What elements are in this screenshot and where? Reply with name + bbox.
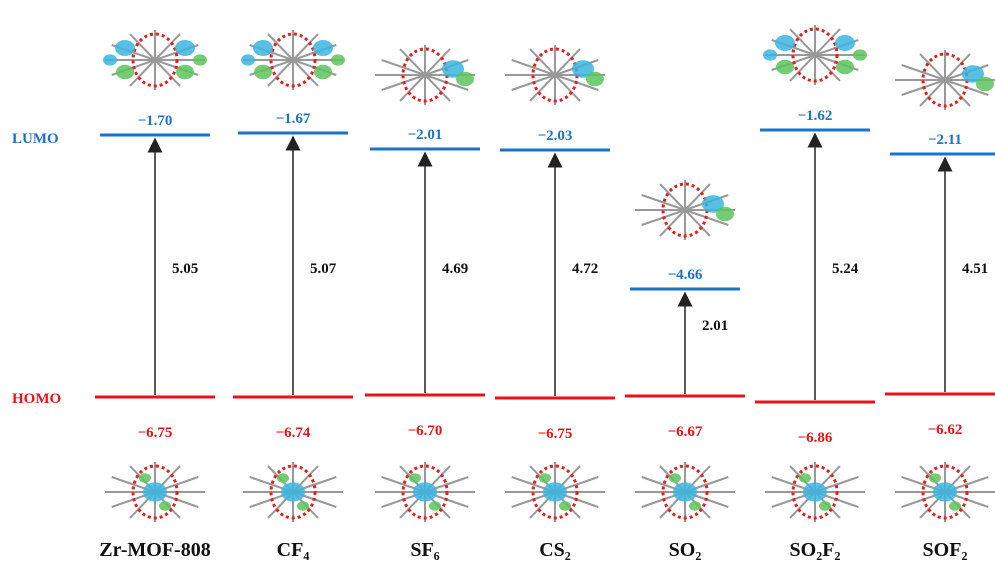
orbital (159, 501, 171, 511)
lumo-orbital (505, 45, 605, 105)
homo-orbital (243, 462, 343, 522)
orbital (116, 65, 134, 79)
orbital (429, 501, 441, 511)
orbital (253, 40, 273, 56)
orbital (776, 60, 794, 74)
orbital (689, 501, 701, 511)
orbital (277, 473, 289, 483)
orbital (835, 35, 855, 51)
lumo-value: −1.70 (138, 113, 173, 129)
system-name: SO₂F₂ (790, 539, 841, 561)
orbital (716, 207, 734, 221)
orbital (949, 501, 961, 511)
orbital (456, 72, 474, 86)
orbital (673, 482, 697, 501)
system-name: CF₄ (277, 539, 310, 561)
homo-value: −6.62 (928, 422, 963, 438)
lumo-orbital (635, 180, 735, 240)
orbital (413, 482, 437, 501)
lumo-orbital (895, 50, 995, 110)
lumo-value: −1.62 (798, 108, 833, 124)
orbital (139, 473, 151, 483)
orbital (176, 65, 194, 79)
homo-value: −6.74 (276, 425, 311, 441)
orbital (543, 482, 567, 501)
lumo-orbital (103, 30, 207, 90)
orbital (669, 473, 681, 483)
homo-orbital (105, 462, 205, 522)
orbital (331, 54, 345, 65)
orbital (175, 40, 195, 56)
diagram: LUMO HOMO −1.70 −6.75 5.05 Zr-MOF-808 −1.67 −… (0, 0, 995, 576)
gap-value: 4.72 (572, 261, 598, 277)
homo-value: −6.75 (138, 425, 173, 441)
homo-orbital (635, 462, 735, 522)
homo-value: −6.67 (668, 424, 703, 440)
lumo-orbital (763, 25, 867, 85)
gap-value: 5.05 (172, 261, 198, 277)
orbital (976, 77, 994, 91)
orbital (193, 54, 207, 65)
system-name: CS₂ (539, 539, 571, 561)
system-name: Zr-MOF-808 (99, 539, 210, 561)
orbital (297, 501, 309, 511)
homo-orbital (765, 462, 865, 522)
orbital (313, 40, 333, 56)
orbital (539, 473, 551, 483)
orbital (115, 40, 135, 56)
lumo-value: −2.03 (538, 128, 573, 144)
homo-label: HOMO (12, 391, 61, 407)
orbital (929, 473, 941, 483)
orbital (853, 49, 867, 60)
lumo-value: −4.66 (668, 267, 703, 283)
lumo-value: −2.01 (408, 127, 443, 143)
orbital (933, 482, 957, 501)
lumo-value: −1.67 (276, 111, 311, 127)
homo-value: −6.75 (538, 426, 573, 442)
system-name: SO₂ (669, 539, 702, 561)
orbital (281, 482, 305, 501)
orbital (103, 54, 117, 65)
orbital (763, 49, 777, 60)
lumo-orbital (375, 45, 475, 105)
gap-value: 5.07 (310, 261, 337, 277)
orbital (775, 35, 795, 51)
orbital (559, 501, 571, 511)
orbital (586, 72, 604, 86)
system-name: SF₆ (410, 539, 439, 561)
lumo-value: −2.11 (928, 132, 962, 148)
system-name: SOF₂ (923, 539, 968, 561)
homo-value: −6.70 (408, 423, 443, 439)
homo-orbital (375, 462, 475, 522)
gap-value: 2.01 (702, 318, 728, 334)
homo-orbital (895, 462, 995, 522)
orbital (409, 473, 421, 483)
orbital (314, 65, 332, 79)
gap-value: 5.24 (832, 261, 859, 277)
orbital (799, 473, 811, 483)
lumo-label: LUMO (12, 131, 59, 147)
orbital (241, 54, 255, 65)
homo-value: −6.86 (798, 430, 833, 446)
orbital (836, 60, 854, 74)
lumo-orbital (241, 30, 345, 90)
orbital (819, 501, 831, 511)
homo-orbital (505, 462, 605, 522)
orbital (143, 482, 167, 501)
orbital (254, 65, 272, 79)
gap-value: 4.69 (442, 261, 468, 277)
orbital (803, 482, 827, 501)
gap-value: 4.51 (962, 261, 988, 277)
